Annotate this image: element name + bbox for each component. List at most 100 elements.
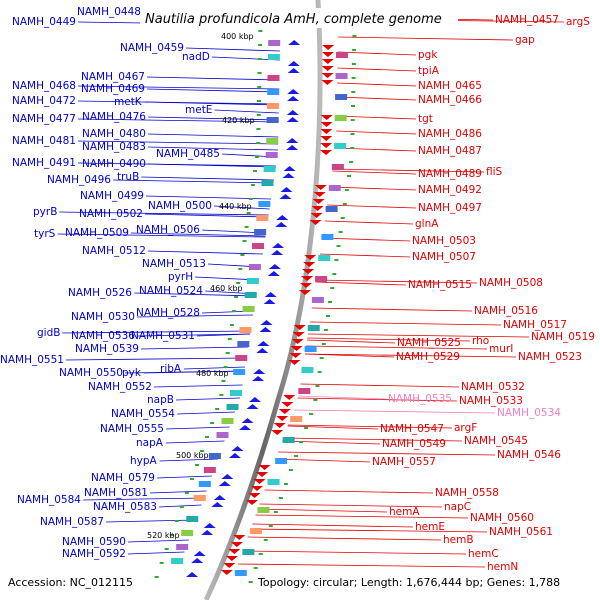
gene-label[interactable]: tgt xyxy=(418,113,433,125)
gene-label[interactable]: hemC xyxy=(468,548,499,560)
gene-label[interactable]: NAMH_0516 xyxy=(474,305,538,317)
gene-label[interactable]: NAMH_0508 xyxy=(479,277,543,289)
gene-label[interactable]: rho xyxy=(472,335,489,347)
gene-label[interactable]: NAMH_0503 xyxy=(412,235,476,247)
gene-label[interactable]: NAMH_0587 xyxy=(40,516,104,528)
gene-label[interactable]: NAMH_0555 xyxy=(100,423,164,435)
gene-label[interactable]: NAMH_0547 xyxy=(380,423,444,435)
gene-label[interactable]: NAMH_0561 xyxy=(489,526,553,538)
gene-label[interactable]: NAMH_0581 xyxy=(84,487,148,499)
gene-label[interactable]: NAMH_0526 xyxy=(68,287,132,299)
gene-label[interactable]: NAMH_0468 xyxy=(12,80,76,92)
gene-label[interactable]: glnA xyxy=(415,218,439,230)
gene-label[interactable]: NAMH_0466 xyxy=(418,94,482,106)
gene-label[interactable]: napB xyxy=(147,394,174,406)
gene-label[interactable]: NAMH_0459 xyxy=(120,42,184,54)
gene-label[interactable]: hemN xyxy=(487,561,518,573)
gene-label[interactable]: napA xyxy=(136,437,164,449)
gene-label[interactable]: NAMH_0507 xyxy=(412,251,476,263)
gene-label[interactable]: NAMH_0502 xyxy=(79,208,143,220)
gene-label[interactable]: NAMH_0551 xyxy=(0,354,64,366)
gene-label[interactable]: NAMH_0477 xyxy=(12,113,76,125)
gene-label[interactable]: NAMH_0476 xyxy=(82,111,146,123)
gene-label[interactable]: pyrB xyxy=(33,206,57,218)
gene-label[interactable]: nadD xyxy=(182,51,210,63)
gene-label[interactable]: napC xyxy=(444,501,471,513)
gene-label[interactable]: NAMH_0457 xyxy=(495,14,559,26)
gene-label[interactable]: NAMH_0546 xyxy=(497,449,561,461)
gene-label[interactable]: NAMH_0465 xyxy=(418,80,482,92)
gene-label[interactable]: fliS xyxy=(486,166,503,178)
gene-label[interactable]: NAMH_0469 xyxy=(81,83,145,95)
gene-label-highlighted[interactable]: NAMH_0535 xyxy=(388,393,452,405)
gene-label[interactable]: NAMH_0449 xyxy=(12,16,76,28)
gene-label[interactable]: NAMH_0483 xyxy=(82,141,146,153)
gene-label[interactable]: ribA xyxy=(160,363,182,375)
gene-label[interactable]: NAMH_0513 xyxy=(142,258,206,270)
gene-label[interactable]: NAMH_0558 xyxy=(435,487,499,499)
gene-label[interactable]: NAMH_0528 xyxy=(136,307,200,319)
gene-label[interactable]: NAMH_0497 xyxy=(418,202,482,214)
gene-label[interactable]: NAMH_0487 xyxy=(418,145,482,157)
gene-label[interactable]: NAMH_0552 xyxy=(88,381,152,393)
gene-label[interactable]: NAMH_0486 xyxy=(418,128,482,140)
gene-label[interactable]: hemE xyxy=(415,521,445,533)
gene-label[interactable]: tpiA xyxy=(418,65,440,77)
gene-label[interactable]: gidB xyxy=(37,327,60,339)
gene-label[interactable]: pyk xyxy=(122,367,142,379)
gene-label[interactable]: NAMH_0492 xyxy=(418,184,482,196)
gene-label[interactable]: NAMH_0515 xyxy=(408,279,472,291)
gene-label[interactable]: hemB xyxy=(443,534,474,546)
gene-label[interactable]: NAMH_0491 xyxy=(12,157,76,169)
gene-label[interactable]: metE xyxy=(185,104,212,116)
gene-label[interactable]: NAMH_0523 xyxy=(518,351,582,363)
gene-label[interactable]: NAMH_0530 xyxy=(71,311,135,323)
gene-label[interactable]: metK xyxy=(114,96,143,108)
gene-label[interactable]: hypA xyxy=(130,455,158,467)
gene-label[interactable]: NAMH_0539 xyxy=(75,343,139,355)
gene-label[interactable]: NAMH_0448 xyxy=(77,6,141,18)
gene-label[interactable]: pgk xyxy=(418,49,438,61)
gene-label[interactable]: NAMH_0531 xyxy=(131,330,195,342)
gene-label[interactable]: NAMH_0485 xyxy=(156,148,220,160)
gene-label[interactable]: NAMH_0536 xyxy=(71,330,135,342)
gene-label[interactable]: gap xyxy=(515,34,535,46)
gene-label[interactable]: pyrH xyxy=(168,271,193,283)
gene-label[interactable]: NAMH_0490 xyxy=(82,158,146,170)
gene-label[interactable]: NAMH_0519 xyxy=(531,331,595,343)
gene-label[interactable]: NAMH_0592 xyxy=(62,548,126,560)
gene-label[interactable]: NAMH_0554 xyxy=(111,408,175,420)
gene-label[interactable]: NAMH_0512 xyxy=(82,245,146,257)
gene-label[interactable]: NAMH_0579 xyxy=(91,472,155,484)
gene-label[interactable]: NAMH_0496 xyxy=(47,174,111,186)
gene-label[interactable]: NAMH_0560 xyxy=(470,512,534,524)
gene-label[interactable]: NAMH_0481 xyxy=(12,135,76,147)
gene-label[interactable]: NAMH_0509 xyxy=(65,227,129,239)
gene-label[interactable]: NAMH_0549 xyxy=(382,438,446,450)
gene-label[interactable]: NAMH_0545 xyxy=(464,435,528,447)
gene-label[interactable]: argS xyxy=(566,16,590,28)
gene-label[interactable]: NAMH_0480 xyxy=(82,128,146,140)
gene-label[interactable]: NAMH_0590 xyxy=(62,536,126,548)
gene-label[interactable]: NAMH_0533 xyxy=(459,395,523,407)
gene-label[interactable]: murI xyxy=(489,343,513,355)
gene-label[interactable]: NAMH_0583 xyxy=(93,501,157,513)
gene-label[interactable]: NAMH_0499 xyxy=(80,190,144,202)
gene-label[interactable]: NAMH_0525 xyxy=(397,337,461,349)
gene-label[interactable]: hemA xyxy=(389,506,420,518)
gene-label[interactable]: NAMH_0584 xyxy=(17,494,81,506)
gene-label[interactable]: NAMH_0467 xyxy=(81,71,145,83)
gene-label[interactable]: tyrS xyxy=(34,228,56,240)
gene-label[interactable]: NAMH_0532 xyxy=(461,381,525,393)
gene-label[interactable]: truB xyxy=(117,171,139,183)
gene-label[interactable]: NAMH_0529 xyxy=(396,351,460,363)
gene-label[interactable]: NAMH_0550 xyxy=(59,367,123,379)
gene-label[interactable]: NAMH_0517 xyxy=(503,319,567,331)
gene-label-highlighted[interactable]: NAMH_0534 xyxy=(497,407,561,419)
gene-label[interactable]: NAMH_0557 xyxy=(372,456,436,468)
gene-label[interactable]: NAMH_0506 xyxy=(136,224,200,236)
gene-label[interactable]: NAMH_0500 xyxy=(148,200,212,212)
gene-label[interactable]: argF xyxy=(454,422,477,434)
gene-label[interactable]: NAMH_0472 xyxy=(12,95,76,107)
gene-label[interactable]: NAMH_0524 xyxy=(139,285,203,297)
